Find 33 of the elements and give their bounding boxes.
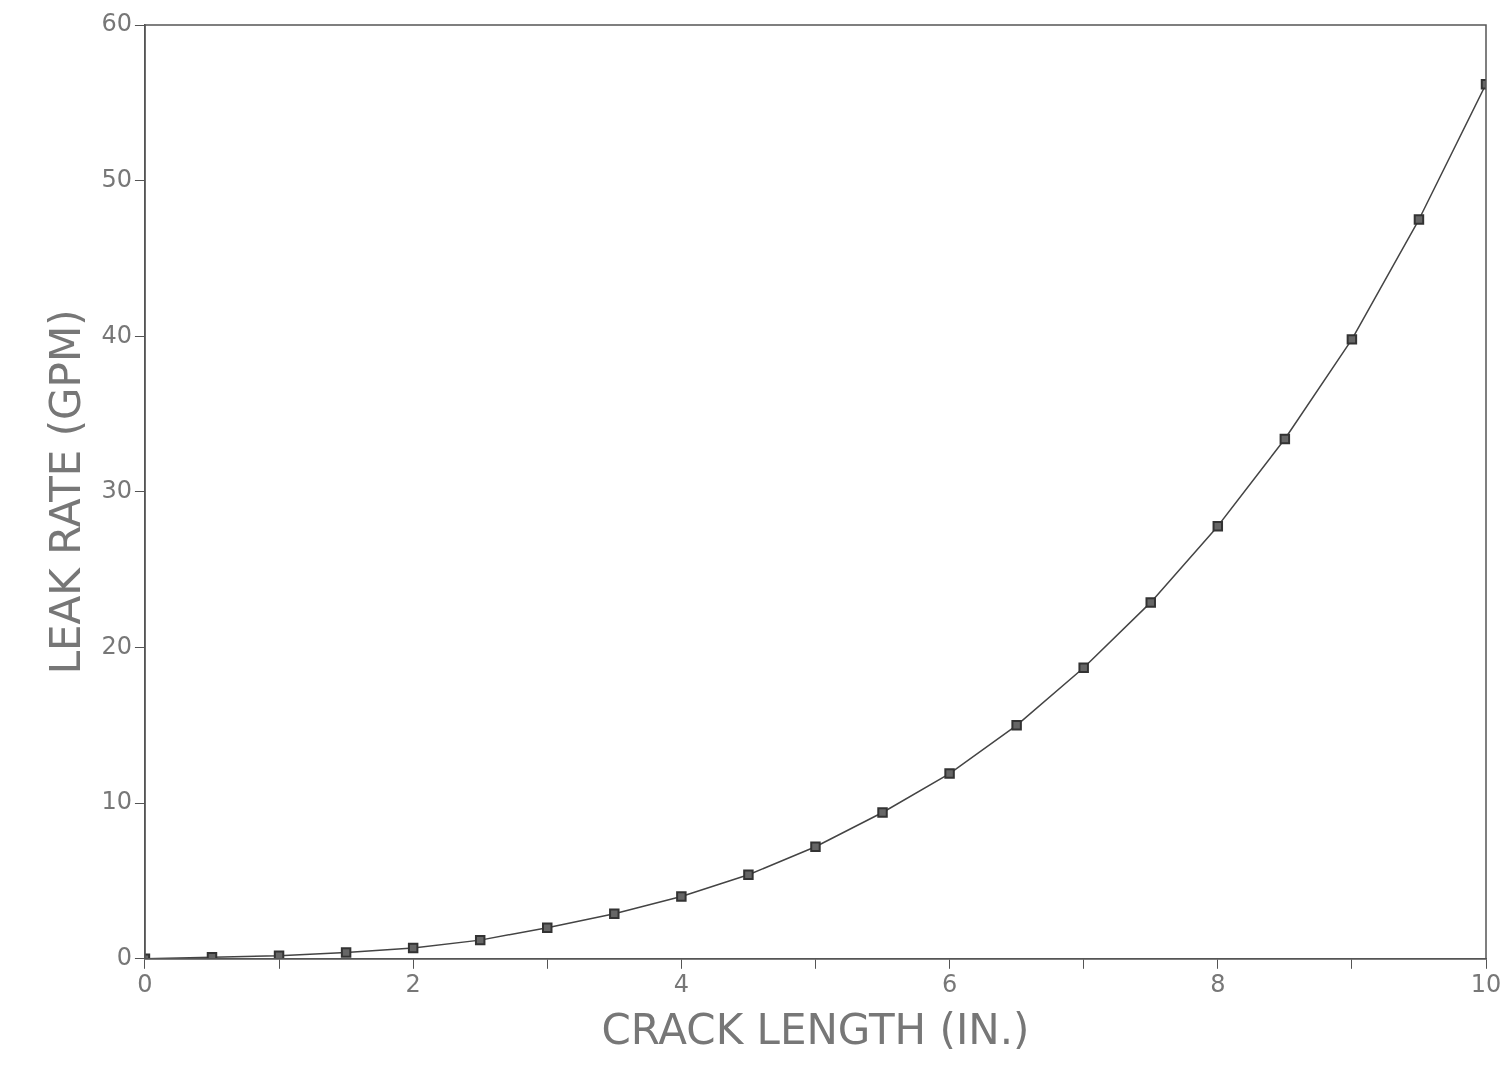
y-tick-label: 10 — [101, 787, 132, 816]
point — [407, 942, 419, 954]
y-axis-title: LEAK RATE (GPM) — [41, 309, 91, 675]
point — [877, 807, 888, 818]
point — [273, 950, 285, 959]
x-tick-label: 2 — [405, 970, 421, 999]
point — [743, 869, 754, 880]
point — [1413, 214, 1425, 225]
point — [1078, 662, 1089, 674]
point — [1346, 334, 1358, 345]
x-tick-label: 8 — [1210, 970, 1226, 999]
point — [1279, 433, 1291, 445]
y-tick-label: 30 — [101, 476, 132, 505]
x-tick-label: 6 — [941, 970, 958, 999]
point — [1145, 597, 1156, 608]
x-tick-label: 4 — [673, 970, 689, 999]
point — [340, 947, 352, 958]
x-axis-title: CRACK LENGTH (IN.) — [601, 1004, 1030, 1054]
y-tick-label: 60 — [101, 9, 132, 38]
point — [1011, 720, 1022, 731]
x-tick-label: 10 — [1470, 970, 1502, 999]
x-tick-label: 0 — [137, 970, 153, 999]
y-tick-label: 50 — [101, 164, 132, 193]
point — [676, 891, 687, 902]
point — [609, 908, 620, 919]
y-tick-label: 20 — [101, 631, 132, 660]
point — [944, 768, 955, 779]
y-tick-label: 0 — [116, 943, 132, 972]
point — [810, 841, 821, 852]
point — [474, 934, 486, 946]
point — [1212, 520, 1224, 532]
y-tick-label: 40 — [101, 320, 132, 349]
point — [542, 922, 553, 933]
